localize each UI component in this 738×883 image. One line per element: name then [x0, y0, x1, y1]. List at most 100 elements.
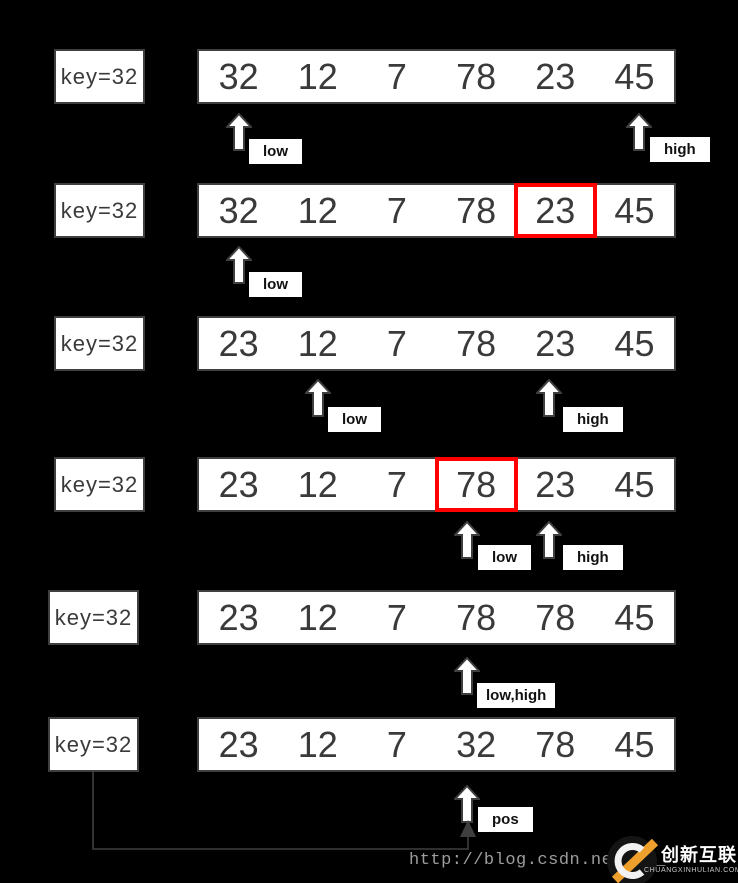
array-cell: 23 [199, 592, 278, 643]
array-cell-highlighted: 78 [434, 457, 518, 512]
cell-value: 7 [386, 463, 407, 505]
array-cell: 45 [595, 459, 674, 510]
array-cell: 23 [199, 719, 278, 770]
array-cell: 45 [595, 719, 674, 770]
array-cell: 12 [278, 719, 357, 770]
pointer-label-high: high [563, 545, 623, 570]
array-cell: 7 [357, 459, 436, 510]
key-box: key=32 [54, 183, 145, 238]
cell-value: 7 [386, 189, 407, 231]
logo-brand-text: 创新互联 [661, 845, 737, 865]
array-cell: 78 [516, 719, 595, 770]
cell-value: 7 [386, 55, 407, 97]
array-cell: 7 [357, 318, 436, 369]
cell-value: 23 [218, 723, 259, 765]
up-arrow-icon [536, 379, 562, 417]
array-cell: 23 [516, 318, 595, 369]
cell-value: 32 [218, 189, 259, 231]
array-cell: 45 [595, 185, 674, 236]
key-box: key=32 [54, 457, 145, 512]
cell-value: 78 [456, 189, 497, 231]
up-arrow-icon [454, 785, 480, 823]
cell-value: 78 [535, 723, 576, 765]
cell-value: 78 [456, 322, 497, 364]
cell-value: 12 [297, 55, 338, 97]
array-cell-highlighted: 23 [513, 183, 598, 238]
up-arrow-icon [626, 113, 652, 151]
array-cell: 45 [595, 51, 674, 102]
cell-value: 78 [456, 463, 497, 505]
array-cell: 78 [437, 51, 516, 102]
cell-value: 45 [614, 189, 655, 231]
pointer-label-pos: pos [478, 807, 533, 832]
cell-value: 23 [535, 55, 576, 97]
array-cell: 23 [199, 318, 278, 369]
cell-value: 7 [386, 723, 407, 765]
array-cell: 12 [278, 185, 357, 236]
cell-value: 23 [535, 322, 576, 364]
up-arrow-icon [454, 657, 480, 695]
logo-caption-text: CHUANGXINHULIAN.COM [644, 867, 738, 874]
cell-value: 7 [386, 322, 407, 364]
cell-value: 7 [386, 596, 407, 638]
cell-value: 23 [218, 596, 259, 638]
array-row: 23 12 7 78 23 45 [197, 457, 676, 512]
array-cell: 78 [437, 592, 516, 643]
array-cell: 32 [199, 51, 278, 102]
array-cell: 7 [357, 51, 436, 102]
pointer-label-low: low [478, 545, 531, 570]
key-box: key=32 [54, 49, 145, 104]
up-arrow-icon [226, 113, 252, 151]
array-row: 32 12 7 78 23 45 [197, 183, 676, 238]
cell-value: 78 [535, 596, 576, 638]
cell-value: 12 [297, 463, 338, 505]
array-cell: 23 [199, 459, 278, 510]
cell-value: 32 [218, 55, 259, 97]
watermark-url: http://blog.csdn.net/qq_ [409, 851, 666, 870]
array-row: 32 12 7 78 23 45 [197, 49, 676, 104]
cell-value: 45 [614, 596, 655, 638]
array-cell: 45 [595, 318, 674, 369]
cell-value: 12 [297, 596, 338, 638]
cell-value: 23 [535, 189, 576, 231]
array-cell: 12 [278, 51, 357, 102]
logo-c-mark-icon [607, 836, 659, 883]
array-cell: 32 [437, 719, 516, 770]
cell-value: 45 [614, 463, 655, 505]
array-row: 23 12 7 32 78 45 [197, 717, 676, 772]
pointer-label-low: low [249, 139, 302, 164]
array-cell: 12 [278, 318, 357, 369]
cell-value: 12 [297, 322, 338, 364]
array-cell: 45 [595, 592, 674, 643]
array-cell: 12 [278, 459, 357, 510]
cell-value: 45 [614, 723, 655, 765]
array-row: 23 12 7 78 23 45 [197, 316, 676, 371]
cell-value: 23 [218, 322, 259, 364]
pointer-label-high: high [563, 407, 623, 432]
key-box: key=32 [48, 717, 139, 772]
chuangxin-logo: 创新互联 CHUANGXINHULIAN.COM [604, 836, 738, 883]
array-cell: 78 [437, 185, 516, 236]
array-cell: 78 [437, 318, 516, 369]
key-box: key=32 [48, 590, 139, 645]
up-arrow-icon [226, 246, 252, 284]
cell-value: 45 [614, 322, 655, 364]
pointer-label-low: low [249, 272, 302, 297]
array-cell: 32 [199, 185, 278, 236]
cell-value: 23 [218, 463, 259, 505]
array-cell: 7 [357, 185, 436, 236]
array-row: 23 12 7 78 78 45 [197, 590, 676, 645]
cell-value: 78 [456, 55, 497, 97]
array-cell: 7 [357, 592, 436, 643]
key-box: key=32 [54, 316, 145, 371]
cell-value: 32 [456, 723, 497, 765]
array-cell: 7 [357, 719, 436, 770]
cell-value: 12 [297, 723, 338, 765]
pointer-label-low: low [328, 407, 381, 432]
cell-value: 78 [456, 596, 497, 638]
pointer-label-high: high [650, 137, 710, 162]
array-cell: 23 [516, 51, 595, 102]
up-arrow-icon [536, 521, 562, 559]
array-cell: 23 [516, 459, 595, 510]
